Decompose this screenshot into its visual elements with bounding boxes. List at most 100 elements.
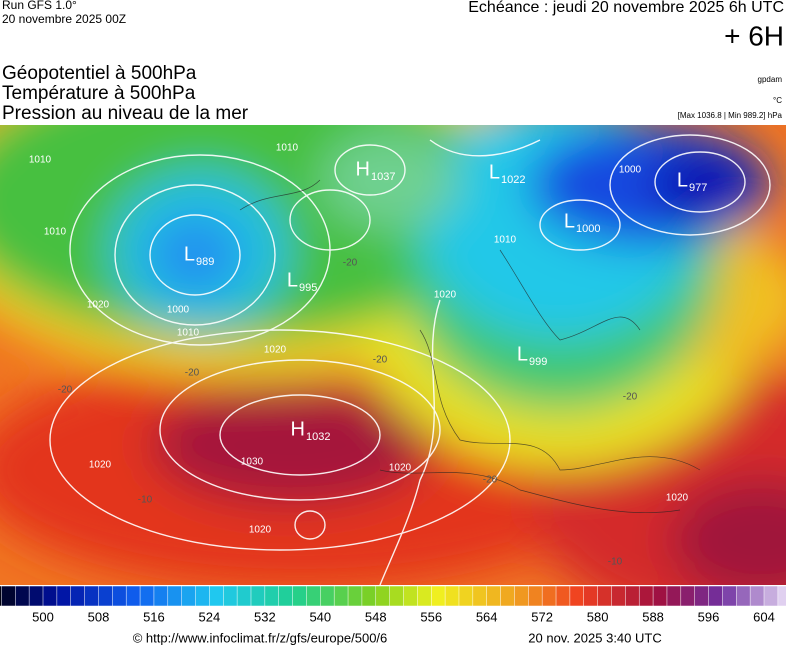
pressure-center-type: L: [517, 343, 528, 365]
colorbar-swatch: [84, 585, 100, 607]
colorbar-swatch: [736, 585, 751, 607]
colorbar-swatch: [611, 585, 627, 607]
isobar-label: 1020: [264, 345, 287, 356]
colorbar-swatch: [278, 585, 294, 607]
colorbar-swatch: [777, 585, 786, 607]
colorbar: 500 508 516 524 532 540 548 556 564 572 580 588 596 6…: [0, 585, 786, 624]
source-url: © http://www.infoclimat.fr/z/gfs/europe/…: [133, 630, 388, 645]
pressure-center-value: 995: [299, 282, 317, 294]
temperature-label: -20: [483, 475, 498, 486]
colorbar-swatch: [195, 585, 211, 607]
colorbar-swatch: [444, 585, 460, 607]
colorbar-swatch: [430, 585, 446, 607]
legend-line: Géopotentiel à 500hPa: [2, 63, 197, 84]
colorbar-swatch: [333, 585, 349, 607]
colorbar-swatch: [625, 585, 640, 607]
legend-line: Pression au niveau de la mer: [2, 103, 249, 124]
isobar-label: 1020: [89, 460, 112, 471]
colorbar-swatch: [555, 585, 571, 607]
colorbar-swatch: [112, 585, 127, 607]
colorbar-swatch: [583, 585, 599, 607]
pressure-center-value: 1000: [576, 223, 600, 235]
pressure-center-type: L: [489, 161, 500, 183]
colorbar-swatch: [403, 585, 419, 607]
colorbar-tick-label: 572: [531, 609, 553, 624]
pressure-center-type: L: [184, 243, 195, 265]
colorbar-swatch: [486, 585, 502, 607]
run-label: Run GFS 1.0°: [2, 0, 77, 12]
colorbar-swatch: [375, 585, 391, 607]
pressure-center-value: 1032: [306, 431, 330, 443]
colorbar-swatch: [666, 585, 682, 607]
isobar-label: 1010: [29, 155, 52, 166]
colorbar-swatch: [292, 585, 308, 607]
colorbar-swatch: [70, 585, 86, 607]
colorbar-swatch: [528, 585, 543, 607]
colorbar-swatch: [694, 585, 710, 607]
pressure-center-type: H: [291, 418, 305, 440]
colorbar-swatch: [223, 585, 238, 607]
colorbar-swatch: [1, 585, 17, 607]
colorbar-swatch: [638, 585, 654, 607]
colorbar-tick-label: 508: [88, 609, 110, 624]
colorbar-swatch: [28, 585, 44, 607]
isobar-label: 1010: [177, 328, 200, 339]
colorbar-swatch: [250, 585, 266, 607]
pressure-center-value: 1022: [501, 174, 525, 186]
run-date: 20 novembre 2025 00Z: [2, 12, 126, 26]
colorbar-tick-label: 516: [143, 609, 165, 624]
colorbar-swatch: [500, 585, 516, 607]
isobar-label: 1000: [619, 165, 642, 176]
temperature-label: -20: [185, 368, 200, 379]
unit-label: gpdam: [758, 75, 783, 84]
colorbar-swatch: [417, 585, 432, 607]
colorbar-tick-label: 604: [753, 609, 775, 624]
colorbar-swatch: [514, 585, 530, 607]
temperature-label: -10: [608, 557, 623, 568]
colorbar-swatch: [569, 585, 585, 607]
colorbar-tick-label: 500: [32, 609, 54, 624]
temperature-label: -20: [373, 355, 388, 366]
isobar-label: 1010: [494, 235, 517, 246]
colorbar-tick-label: 548: [365, 609, 387, 624]
colorbar-swatch: [597, 585, 613, 607]
colorbar-tick-label: 564: [476, 609, 498, 624]
colorbar-swatch: [458, 585, 474, 607]
temperature-label: -20: [343, 258, 358, 269]
isobar-label: 1020: [249, 525, 272, 536]
temperature-label: -20: [623, 392, 638, 403]
colorbar-swatch: [236, 585, 252, 607]
colorbar-swatch: [139, 585, 155, 607]
map-field: [0, 125, 786, 585]
pressure-center-value: 989: [196, 256, 214, 268]
pressure-center-value: 999: [529, 356, 547, 368]
colorbar-tick-label: 524: [199, 609, 221, 624]
colorbar-swatch: [181, 585, 197, 607]
colorbar-tick-label: 596: [698, 609, 720, 624]
isobar-label: 1010: [276, 143, 299, 154]
pressure-center-type: L: [564, 210, 575, 232]
colorbar-swatch: [652, 585, 668, 607]
isobar-label: 1020: [666, 493, 689, 504]
pressure-center-type: L: [287, 269, 298, 291]
colorbar-swatch: [306, 585, 322, 607]
pressure-center-value: 977: [689, 182, 707, 194]
colorbar-swatch: [125, 585, 141, 607]
colorbar-swatch: [763, 585, 779, 607]
colorbar-swatch: [361, 585, 377, 607]
colorbar-tick-label: 540: [309, 609, 331, 624]
colorbar-swatch: [264, 585, 280, 607]
colorbar-tick-label: 580: [587, 609, 609, 624]
colorbar-swatch: [472, 585, 488, 607]
colorbar-swatch: [749, 585, 765, 607]
pressure-center-type: H: [356, 158, 370, 180]
isobar-label: 1020: [87, 300, 110, 311]
unit-label: °C: [773, 96, 782, 105]
colorbar-tick-label: 532: [254, 609, 276, 624]
temperature-label: -20: [58, 385, 73, 396]
colorbar-swatch: [56, 585, 72, 607]
colorbar-swatch: [167, 585, 183, 607]
legend-line: Température à 500hPa: [2, 83, 196, 104]
